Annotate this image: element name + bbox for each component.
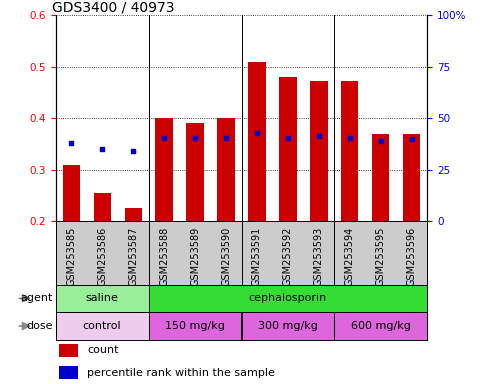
Bar (372, 134, 389, 221)
Bar (62, 165, 80, 221)
Text: 150 mg/kg: 150 mg/kg (165, 321, 225, 331)
Bar (59, 344, 78, 357)
Text: GSM253586: GSM253586 (97, 226, 107, 285)
Text: dose: dose (27, 321, 53, 331)
Point (222, 135, 230, 141)
Text: GSM253585: GSM253585 (66, 226, 76, 286)
Point (346, 135, 354, 141)
Text: GSM253595: GSM253595 (376, 226, 386, 286)
Text: GSM253596: GSM253596 (407, 226, 417, 285)
Bar (149, 312, 242, 340)
Bar (217, 118, 235, 221)
Point (191, 135, 199, 141)
Bar (186, 123, 203, 221)
Bar (156, 118, 172, 221)
Text: saline: saline (85, 293, 118, 303)
Text: GSM253594: GSM253594 (345, 226, 355, 285)
Bar (341, 81, 358, 221)
Bar (248, 62, 266, 221)
Bar (59, 366, 78, 379)
Bar (56, 285, 149, 312)
Text: GSM253593: GSM253593 (314, 226, 324, 285)
Text: 300 mg/kg: 300 mg/kg (258, 321, 318, 331)
Point (408, 136, 416, 142)
Text: percentile rank within the sample: percentile rank within the sample (87, 367, 275, 377)
Point (377, 138, 385, 144)
Text: control: control (83, 321, 121, 331)
Text: count: count (87, 346, 119, 356)
Bar (56, 312, 149, 340)
Bar (242, 312, 334, 340)
Bar (125, 208, 142, 221)
Bar (94, 193, 111, 221)
Bar (311, 81, 327, 221)
Text: GSM253589: GSM253589 (190, 226, 200, 285)
Point (253, 130, 261, 136)
Point (284, 135, 292, 141)
Point (129, 147, 137, 154)
Text: GSM253591: GSM253591 (252, 226, 262, 285)
Point (160, 135, 168, 141)
Bar (334, 312, 427, 340)
Text: GSM253592: GSM253592 (283, 226, 293, 286)
Text: GSM253588: GSM253588 (159, 226, 169, 285)
Text: GSM253587: GSM253587 (128, 226, 138, 286)
Point (67, 140, 75, 146)
Point (98, 146, 106, 152)
Bar (280, 77, 297, 221)
Text: agent: agent (21, 293, 53, 303)
Text: GDS3400 / 40973: GDS3400 / 40973 (52, 0, 174, 14)
Bar (403, 134, 421, 221)
Text: 600 mg/kg: 600 mg/kg (351, 321, 411, 331)
Text: GSM253590: GSM253590 (221, 226, 231, 285)
Point (315, 133, 323, 139)
Bar (149, 285, 427, 312)
Text: cephalosporin: cephalosporin (249, 293, 327, 303)
